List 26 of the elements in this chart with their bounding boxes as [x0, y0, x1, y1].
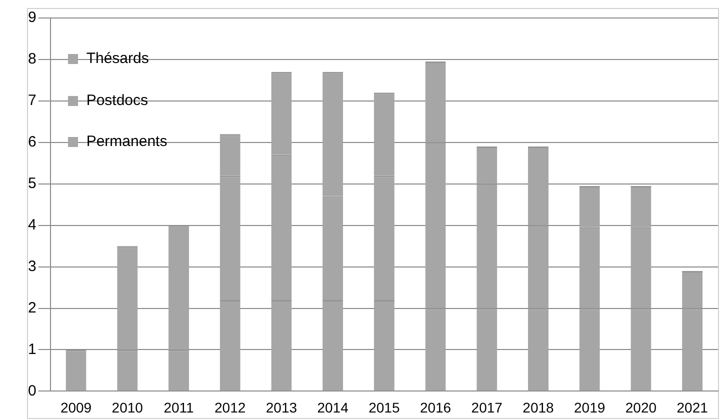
x-tick-label: 2020	[625, 399, 657, 416]
x-tick-label: 2016	[420, 399, 452, 416]
y-tick-label: 9	[28, 9, 36, 26]
x-tick-label: 2021	[676, 399, 708, 416]
x-tick-label: 2012	[214, 399, 246, 416]
y-tick-label: 0	[28, 382, 36, 400]
legend-label: Postdocs	[86, 92, 148, 109]
x-tick-label: 2015	[368, 399, 400, 416]
x-tick-label: 2019	[574, 399, 606, 416]
y-tick-label: 3	[28, 258, 36, 275]
y-tick-label: 8	[28, 50, 36, 68]
x-tick-label: 2018	[522, 399, 554, 416]
x-tick-label: 2009	[60, 399, 92, 416]
y-tick-label: 6	[28, 134, 36, 151]
y-tick-label: 1	[28, 340, 36, 358]
legend-label: Thésards	[86, 50, 149, 68]
x-tick-label: 2017	[471, 399, 503, 416]
legend-label: Permanents	[86, 133, 168, 150]
y-tick-label: 7	[28, 92, 36, 110]
y-tick-label: 5	[28, 175, 36, 192]
y-tick-label: 2	[28, 299, 36, 316]
x-tick-label: 2011	[164, 399, 194, 416]
y-tick-label: 4	[28, 216, 36, 234]
x-tick-label: 2013	[266, 399, 298, 416]
x-tick-label: 2014	[317, 399, 349, 416]
x-tick-label: 2010	[112, 399, 144, 416]
